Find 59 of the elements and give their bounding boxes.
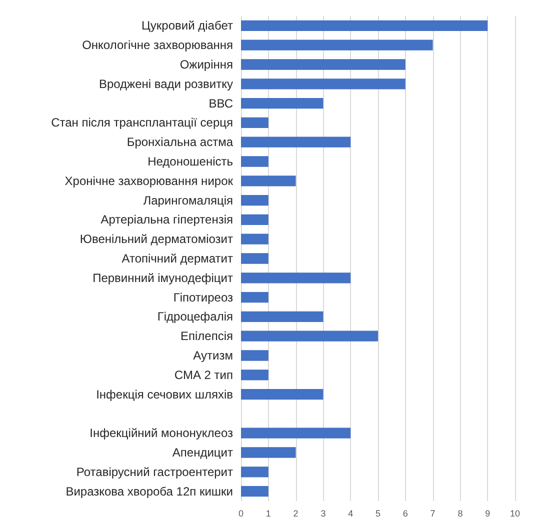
- y-tick-label: Первинний імунодефіцит: [92, 270, 234, 285]
- bar: [241, 136, 351, 148]
- y-tick-label: Аутизм: [193, 348, 233, 362]
- y-tick-label: Бронхіальна астма: [126, 135, 234, 150]
- y-tick-label: Артеріальна гіпертензія: [100, 212, 233, 227]
- bar: [241, 234, 268, 244]
- x-tick-label: 6: [402, 508, 408, 518]
- bar: [241, 40, 433, 50]
- y-tick-label: Ротавірусний гастроентерит: [76, 464, 234, 479]
- y-tick-label: Ларингомаляція: [143, 193, 233, 208]
- bar: [241, 350, 268, 361]
- y-tick-label: Виразкова хвороба 12п кишки: [66, 484, 233, 498]
- bar: [241, 214, 268, 226]
- x-tick-label: 7: [430, 508, 436, 518]
- bar: [241, 388, 324, 400]
- bar: [241, 98, 324, 109]
- y-tick-label: Недоношеність: [148, 154, 233, 168]
- x-tick-label: 1: [266, 508, 271, 518]
- y-tick-label: Інфекція сечових шляхів: [96, 387, 233, 402]
- x-tick-label: 5: [375, 508, 381, 518]
- bar: [241, 370, 268, 380]
- x-tick-label: 0: [238, 508, 244, 518]
- bar: [241, 311, 324, 322]
- y-tick-label: Ожиріння: [180, 58, 233, 72]
- x-tick-label: 9: [485, 508, 490, 518]
- bar: [241, 253, 268, 264]
- y-tick-label: Онкологічне захворювання: [82, 38, 233, 52]
- bar: [241, 428, 351, 438]
- x-tick-label: 3: [320, 508, 326, 518]
- bar: [241, 447, 296, 458]
- bar: [241, 20, 488, 32]
- bar: [241, 78, 406, 90]
- y-tick-label: Епілепсія: [180, 329, 233, 344]
- bar: [241, 330, 378, 342]
- y-tick-label: Хронічне захворювання нирок: [64, 174, 234, 188]
- y-tick-label: Цукровий діабет: [142, 18, 234, 33]
- bar: [241, 272, 351, 284]
- y-tick-label: Гіпотиреоз: [173, 290, 234, 304]
- y-tick-label: Гідроцефалія: [157, 310, 233, 324]
- y-tick-label: Атопічний дерматит: [122, 252, 234, 266]
- bar: [241, 292, 268, 303]
- y-tick-label: Стан після трансплантації серця: [51, 116, 233, 130]
- x-tick-label: 10: [510, 508, 520, 518]
- y-tick-label: СМА 2 тип: [174, 368, 233, 382]
- bar: [241, 466, 268, 478]
- bar: [241, 176, 296, 186]
- bar: [241, 117, 268, 128]
- bar: [241, 486, 268, 497]
- x-tick-label: 8: [458, 508, 463, 518]
- y-tick-label: Ювенільний дерматоміозит: [80, 232, 234, 246]
- x-tick-label: 2: [293, 508, 298, 518]
- x-tick-label: 4: [348, 508, 354, 518]
- bar: [241, 59, 406, 70]
- bar: [241, 156, 268, 167]
- y-tick-label: Інфекційний мононуклеоз: [90, 426, 234, 440]
- y-tick-label: ВВС: [208, 96, 234, 110]
- y-tick-label: Апендицит: [172, 446, 234, 460]
- bar: [241, 194, 268, 206]
- y-tick-label: Вроджені вади розвитку: [98, 76, 233, 91]
